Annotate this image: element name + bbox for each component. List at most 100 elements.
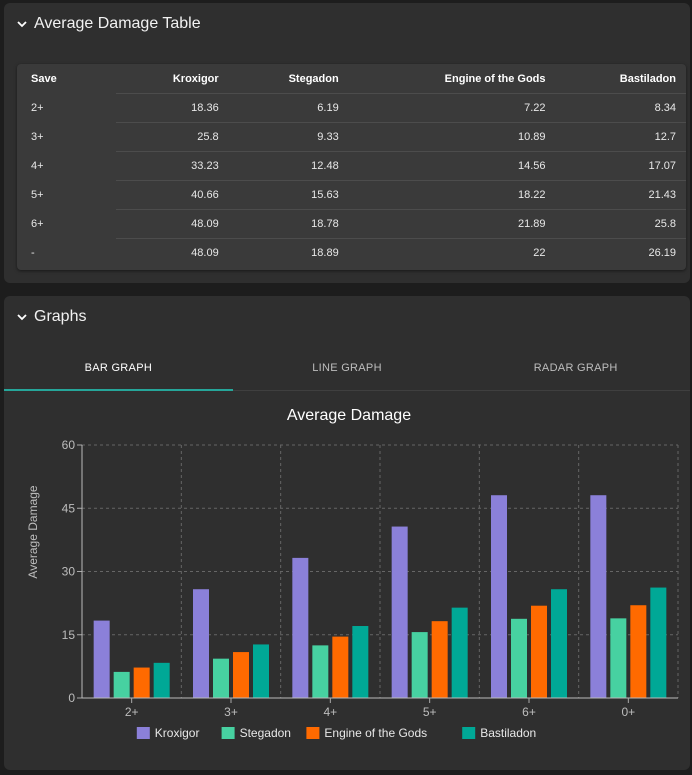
table-cell: 14.56: [348, 151, 556, 181]
table-cell: 18.36: [116, 93, 229, 123]
legend-swatch: [221, 727, 235, 739]
tab-bar-graph[interactable]: BAR GRAPH: [4, 346, 233, 391]
table-cell: 33.23: [116, 151, 229, 181]
table-cell: 21.89: [348, 209, 556, 239]
legend-label: Bastiladon: [480, 726, 536, 740]
bar-engine-of-the-gods: [431, 621, 448, 698]
chevron-down-icon[interactable]: [16, 311, 28, 323]
legend-label: Kroxigor: [155, 726, 200, 740]
table-row: 4+ 33.23 12.48 14.56 17.07: [17, 151, 686, 181]
table-panel-title: Average Damage Table: [34, 15, 201, 32]
chevron-down-icon[interactable]: [16, 18, 28, 30]
table-cell: 48.09: [116, 238, 229, 267]
y-tick-label: 30: [62, 565, 76, 579]
table-cell: 15.63: [228, 180, 349, 210]
bar-bastiladon: [153, 662, 170, 698]
column-header: Stegadon: [288, 72, 339, 85]
x-tick-label: 5+: [423, 705, 437, 719]
table-cell: 8.34: [555, 93, 686, 123]
bar-bastiladon: [253, 644, 269, 698]
legend-label: Stegadon: [240, 726, 291, 740]
bar-chart-svg: Average Damage Average Damage 0 15 30 45 60 2…: [26, 407, 679, 740]
bar-engine-of-the-gods: [332, 636, 349, 698]
table-cell: 26.19: [555, 238, 686, 267]
x-tick-label: 6+: [522, 705, 536, 719]
bar-engine-of-the-gods: [531, 605, 547, 698]
table-cell: -: [31, 246, 35, 259]
x-tick-label: 3+: [224, 705, 238, 719]
graph-tabs: BAR GRAPH LINE GRAPH RADAR GRAPH: [4, 346, 690, 391]
table-cell: 18.22: [348, 180, 556, 210]
graphs-panel-title: Graphs: [34, 308, 87, 325]
table-cell: 18.78: [228, 209, 349, 239]
bar-stegadon: [312, 645, 329, 698]
legend-label: Engine of the Gods: [324, 726, 427, 740]
table-cell: 7.22: [348, 93, 556, 123]
bar-engine-of-the-gods: [630, 605, 647, 698]
grid-layer: [82, 444, 679, 698]
table-cell: 5+: [31, 189, 44, 201]
table-cell: 48.09: [116, 209, 229, 239]
y-tick-label: 0: [68, 691, 75, 705]
bar-stegadon: [113, 671, 130, 698]
chart-title: Average Damage: [287, 407, 411, 424]
bar-kroxigor: [590, 495, 607, 698]
table-row: 3+ 25.8 9.33 10.89 12.7: [17, 122, 686, 152]
legend-swatch: [462, 727, 476, 739]
table-row: 6+ 48.09 18.78 21.89 25.8: [17, 209, 686, 239]
column-header: Kroxigor: [172, 72, 219, 85]
bar-bastiladon: [352, 626, 369, 698]
graphs-panel: Graphs BAR GRAPH LINE GRAPH RADAR GRAPH …: [4, 296, 690, 770]
tab-line-graph[interactable]: LINE GRAPH: [312, 362, 382, 374]
table-panel-header[interactable]: Average Damage Table: [16, 15, 201, 33]
damage-table: Save Kroxigor Stegadon Engine of the God…: [17, 64, 686, 270]
table-cell: 9.33: [228, 122, 349, 152]
table-cell: 18.89: [228, 238, 349, 267]
bar-chart: Average Damage Average Damage 0 15 30 45 60 2…: [4, 392, 690, 770]
legend-swatch: [136, 727, 150, 739]
legend: Kroxigor Stegadon Engine of the Gods Bastil…: [136, 726, 536, 740]
table-cell: 6+: [31, 218, 44, 230]
bar-kroxigor: [292, 557, 309, 698]
table-row: - 48.09 18.89 22 26.19: [17, 238, 686, 267]
bar-stegadon: [411, 632, 428, 698]
column-header: Bastiladon: [619, 72, 676, 85]
bars-layer: [93, 495, 667, 698]
bar-engine-of-the-gods: [133, 667, 150, 698]
table-row: 2+ 18.36 6.19 7.22 8.34: [17, 93, 686, 123]
table-row: 5+ 40.66 15.63 18.22 21.43: [17, 180, 686, 210]
legend-swatch: [306, 727, 320, 739]
table-cell: 40.66: [116, 180, 229, 210]
column-header: Save: [31, 72, 57, 85]
bar-bastiladon: [451, 607, 468, 698]
table-cell: 21.43: [555, 180, 686, 210]
table-cell: 4+: [31, 160, 44, 172]
x-tick-label: 2+: [125, 705, 139, 719]
bar-kroxigor: [193, 589, 209, 698]
y-tick-label: 60: [62, 438, 76, 452]
y-tick-label: 45: [62, 501, 76, 515]
x-tick-label: 4+: [323, 705, 337, 719]
bar-bastiladon: [551, 589, 567, 698]
bar-stegadon: [511, 618, 527, 698]
graphs-panel-header[interactable]: Graphs: [16, 308, 86, 326]
table-cell: 3+: [31, 131, 44, 143]
table-cell: 10.89: [348, 122, 556, 152]
table-cell: 25.8: [555, 209, 686, 239]
table-cell: 17.07: [555, 151, 686, 181]
average-damage-table-panel: Average Damage Table Save Kroxigor Stega…: [4, 3, 690, 283]
axis-layer: 0 15 30 45 60 2+ 3+ 4+ 5+ 6+ 0+: [62, 438, 678, 719]
table-cell: 25.8: [116, 122, 229, 152]
table-cell: 22: [348, 238, 556, 267]
bar-kroxigor: [491, 495, 507, 698]
y-axis-label: Average Damage: [26, 485, 40, 578]
bar-stegadon: [213, 658, 229, 698]
bar-engine-of-the-gods: [233, 652, 249, 698]
table-cell: 2+: [31, 102, 44, 114]
bar-bastiladon: [650, 587, 667, 698]
tab-radar-graph[interactable]: RADAR GRAPH: [533, 362, 618, 374]
bar-kroxigor: [93, 620, 110, 698]
x-tick-label: 0+: [621, 705, 635, 719]
table-header-row: Save Kroxigor Stegadon Engine of the God…: [17, 64, 686, 94]
column-header: Engine of the Gods: [444, 72, 546, 85]
